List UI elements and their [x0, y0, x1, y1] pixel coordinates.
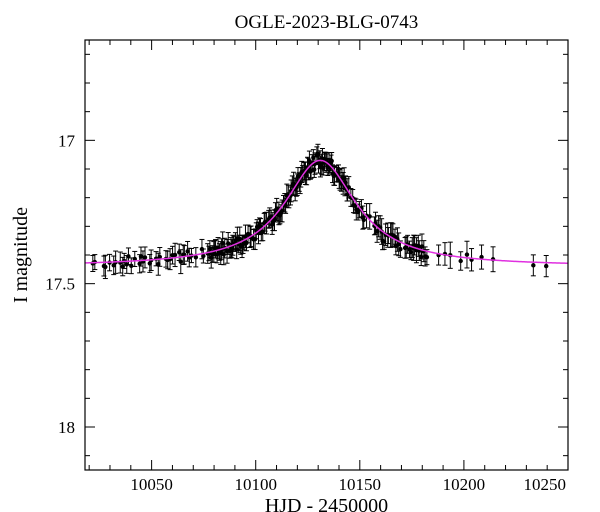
x-tick-label: 10150: [339, 475, 382, 494]
y-tick-label: 18: [58, 418, 75, 437]
chart-title: OGLE-2023-BLG-0743: [235, 12, 419, 33]
x-tick-label: 10250: [524, 475, 567, 494]
x-axis-label: HJD - 2450000: [265, 495, 388, 512]
y-axis-label: I magnitude: [10, 207, 32, 303]
x-tick-label: 10100: [234, 475, 277, 494]
x-tick-label: 10050: [130, 475, 173, 494]
x-tick-label: 10200: [443, 475, 486, 494]
lightcurve-chart: 10050 10100 10150 10200 10250 17 17.5 18 OGLE-20…: [0, 0, 600, 512]
y-tick-label: 17: [58, 131, 76, 150]
y-tick-label: 17.5: [45, 275, 75, 294]
